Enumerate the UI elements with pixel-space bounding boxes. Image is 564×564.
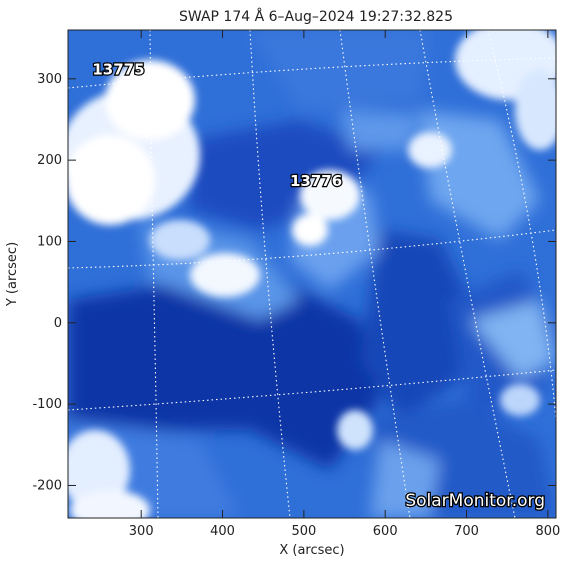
active-region-label: 13775 [92,61,144,79]
y-tick-label: -100 [32,397,62,412]
solar-image [68,30,556,518]
x-axis: 300 400 500 600 700 800 [129,30,560,539]
y-tick-label: 100 [37,234,62,249]
x-tick-label: 800 [535,524,560,539]
x-tick-label: 300 [129,524,154,539]
y-axis: -200 -100 0 100 200 300 [32,72,556,493]
x-axis-label: X (arcsec) [279,543,344,558]
image-title: SWAP 174 Å 6–Aug–2024 19:27:32.825 [179,8,453,25]
y-tick-label: -200 [32,478,62,493]
x-tick-label: 500 [291,524,316,539]
active-region-label: 13776 [290,172,342,190]
x-tick-label: 600 [373,524,398,539]
watermark: SolarMonitor.org [405,491,545,511]
y-tick-label: 300 [37,72,62,87]
x-tick-label: 700 [454,524,479,539]
y-tick-label: 200 [37,153,62,168]
active-region-labels: 13775 13776 [91,60,343,192]
heliographic-grid [68,30,556,518]
y-tick-label: 0 [54,316,62,331]
x-tick-label: 400 [210,524,235,539]
plot-frame [67,29,557,519]
y-axis-label: Y (arcsec) [5,242,20,307]
